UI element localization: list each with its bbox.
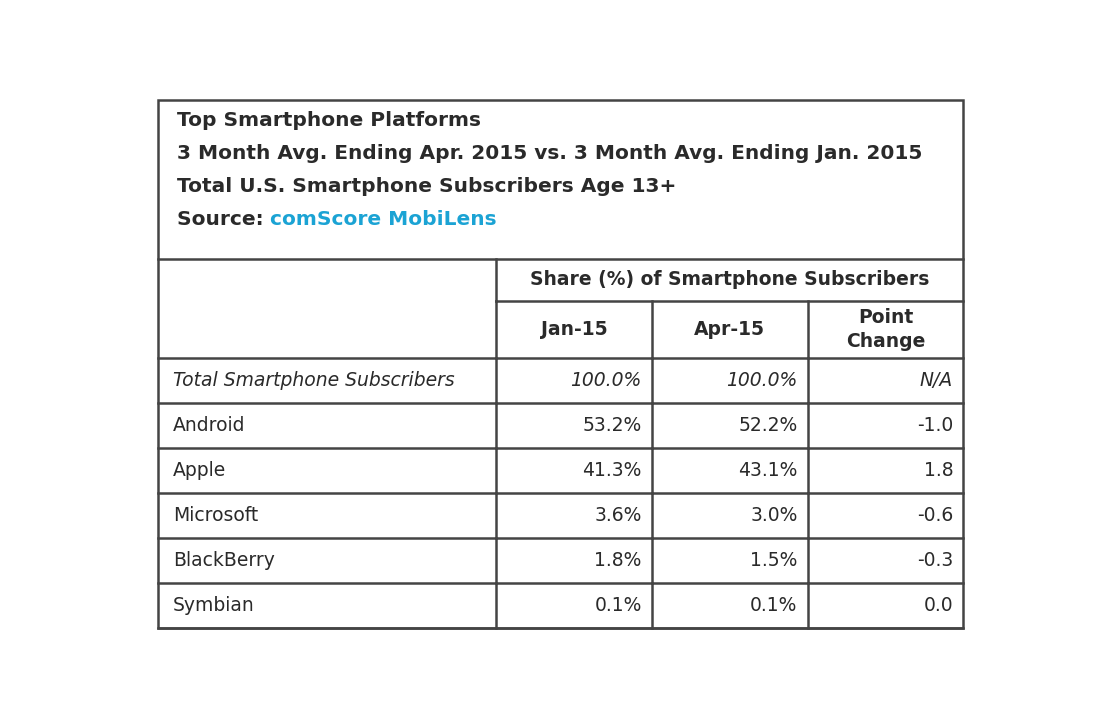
- Text: Apr-15: Apr-15: [695, 320, 766, 339]
- Text: Total Smartphone Subscribers: Total Smartphone Subscribers: [173, 371, 455, 390]
- Text: 1.5%: 1.5%: [750, 551, 798, 570]
- Text: 0.1%: 0.1%: [750, 596, 798, 615]
- Text: BlackBerry: BlackBerry: [173, 551, 275, 570]
- Text: 1.8%: 1.8%: [594, 551, 642, 570]
- Text: 3 Month Avg. Ending Apr. 2015 vs. 3 Month Avg. Ending Jan. 2015: 3 Month Avg. Ending Apr. 2015 vs. 3 Mont…: [176, 143, 922, 163]
- Text: Microsoft: Microsoft: [173, 506, 258, 525]
- Text: 41.3%: 41.3%: [582, 461, 642, 480]
- Text: Apple: Apple: [173, 461, 226, 480]
- Text: Jan-15: Jan-15: [540, 320, 607, 339]
- Text: 3.0%: 3.0%: [750, 506, 798, 525]
- Text: Symbian: Symbian: [173, 596, 255, 615]
- Text: -0.3: -0.3: [917, 551, 953, 570]
- Text: 53.2%: 53.2%: [582, 416, 642, 435]
- Text: 0.1%: 0.1%: [594, 596, 642, 615]
- Text: 52.2%: 52.2%: [738, 416, 798, 435]
- Text: Top Smartphone Platforms: Top Smartphone Platforms: [176, 111, 480, 130]
- Text: 3.6%: 3.6%: [594, 506, 642, 525]
- Text: Point
Change: Point Change: [846, 309, 926, 351]
- Text: 1.8: 1.8: [923, 461, 953, 480]
- Text: Source:: Source:: [176, 210, 270, 229]
- Text: comScore MobiLens: comScore MobiLens: [270, 210, 497, 229]
- Text: 43.1%: 43.1%: [738, 461, 798, 480]
- Text: -1.0: -1.0: [917, 416, 953, 435]
- Text: Share (%) of Smartphone Subscribers: Share (%) of Smartphone Subscribers: [531, 270, 930, 289]
- Text: Android: Android: [173, 416, 246, 435]
- Text: Total U.S. Smartphone Subscribers Age 13+: Total U.S. Smartphone Subscribers Age 13…: [176, 177, 676, 195]
- Text: -0.6: -0.6: [917, 506, 953, 525]
- Text: 100.0%: 100.0%: [726, 371, 798, 390]
- Text: 100.0%: 100.0%: [570, 371, 642, 390]
- Text: 0.0: 0.0: [923, 596, 953, 615]
- Text: N/A: N/A: [920, 371, 953, 390]
